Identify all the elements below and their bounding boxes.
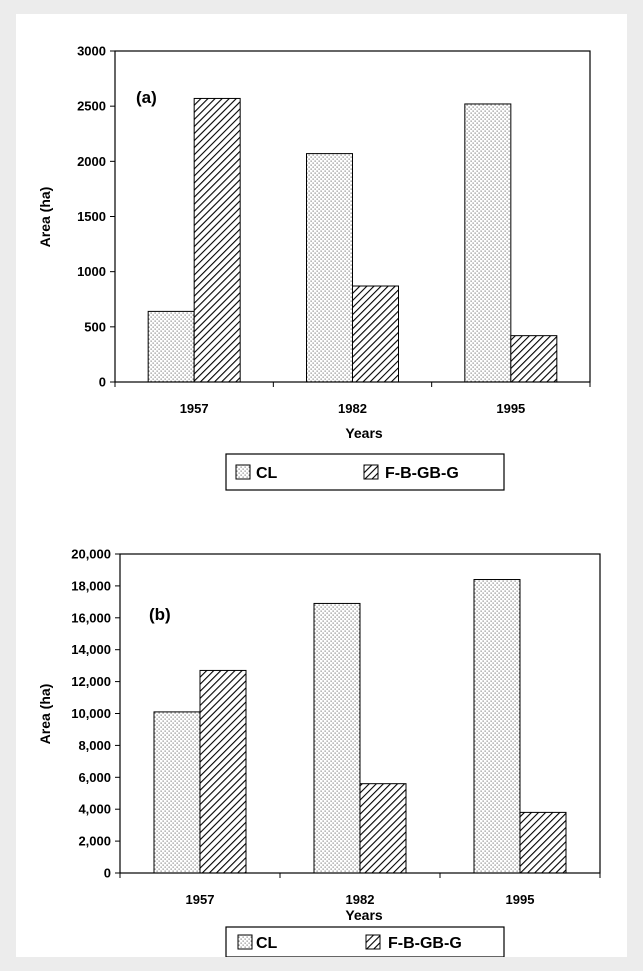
y-tick-label: 500	[84, 319, 106, 334]
y-tick-label: 12,000	[71, 674, 111, 689]
chart-a: 0 500 1000 1500 2000 2500 3000 1957 1982 1995 Year…	[37, 44, 591, 491]
x-tick-label: 1982	[338, 401, 367, 416]
y-axis-label: Area (ha)	[37, 187, 53, 248]
bar-F-B-GB-G-1995	[510, 335, 558, 383]
y-tick-label: 14,000	[71, 642, 111, 657]
x-tick-label: 1982	[346, 892, 375, 907]
bar-F-B-GB-G-1957	[199, 669, 247, 874]
y-tick-label: 2500	[77, 99, 106, 114]
bar-CL-1957	[147, 310, 195, 383]
bar-CL-1982	[313, 602, 361, 874]
legend-swatch-F-B-GB-G	[363, 464, 379, 480]
bar-CL-1995	[473, 579, 521, 874]
bar-F-B-GB-G-1982	[352, 285, 399, 383]
y-tick-label: 16,000	[71, 610, 111, 625]
legend-label-F-B-GB-G: F-B-GB-G	[385, 465, 459, 482]
y-tick-label: 4,000	[78, 802, 111, 817]
bar-F-B-GB-G-1982	[359, 783, 407, 874]
y-tick-label: 1000	[77, 264, 106, 279]
chart-b: 0 2,000 4,000 6,000 8,000 10,000 12,000 14,000 1…	[37, 547, 601, 957]
y-tick-label: 2,000	[78, 834, 111, 849]
legend-label-CL: CL	[256, 465, 278, 482]
figure: 0 500 1000 1500 2000 2500 3000 1957 1982 1995 Year…	[16, 14, 627, 957]
legend-swatch-F-B-GB-G	[365, 934, 381, 950]
panel-label: (a)	[136, 88, 157, 107]
y-tick-label: 20,000	[71, 547, 111, 562]
legend-swatch-CL	[237, 934, 253, 950]
legend-swatch-CL	[235, 464, 251, 480]
legend-label-CL: CL	[256, 935, 278, 952]
legend-box	[225, 926, 505, 957]
bar-F-B-GB-G-1957	[193, 97, 241, 383]
bar-CL-1957	[153, 711, 201, 874]
y-tick-label: 0	[104, 866, 111, 881]
x-axis-label: Years	[345, 425, 383, 441]
y-tick-label: 8,000	[78, 738, 111, 753]
y-tick-label: 3000	[77, 44, 106, 59]
legend-label-F-B-GB-G: F-B-GB-G	[388, 935, 462, 952]
y-tick-label: 18,000	[71, 578, 111, 593]
bar-CL-1982	[306, 153, 353, 383]
y-tick-label: 2000	[77, 154, 106, 169]
y-axis-label: Area (ha)	[37, 684, 53, 745]
panel-label: (b)	[149, 605, 171, 624]
x-tick-label: 1957	[186, 892, 215, 907]
x-tick-label: 1957	[180, 401, 209, 416]
bar-CL-1995	[464, 103, 512, 383]
y-tick-label: 6,000	[78, 770, 111, 785]
y-tick-label: 10,000	[71, 706, 111, 721]
x-axis-label: Years	[345, 907, 383, 923]
bar-F-B-GB-G-1995	[519, 811, 567, 874]
y-tick-label: 1500	[77, 209, 106, 224]
x-tick-label: 1995	[506, 892, 535, 907]
x-tick-label: 1995	[496, 401, 525, 416]
y-tick-label: 0	[99, 375, 106, 390]
